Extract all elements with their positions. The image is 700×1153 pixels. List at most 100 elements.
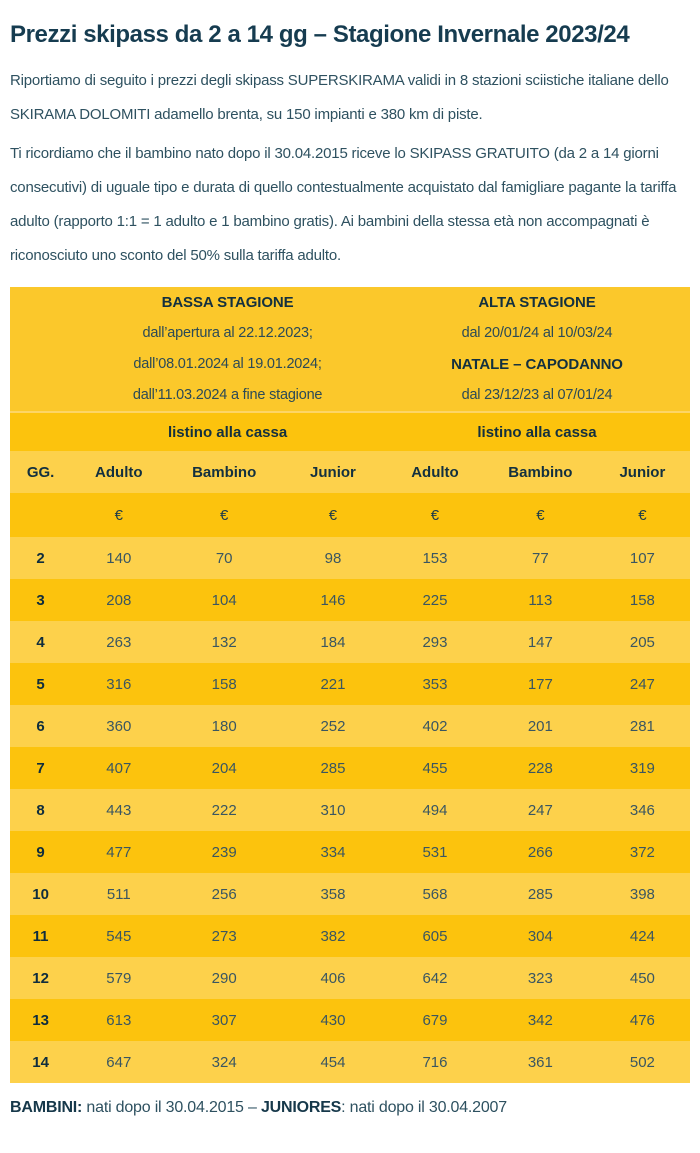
gg-cell: 10: [10, 873, 72, 915]
low-season-title: BASSA STAGIONE: [161, 294, 294, 311]
price-cell: 132: [166, 621, 282, 663]
high-season-subtitle: NATALE – CAPODANNO: [451, 356, 623, 373]
price-cell: 424: [594, 915, 690, 957]
currency-symbol: €: [485, 493, 595, 537]
currency-symbol: €: [281, 493, 384, 537]
price-cell: 545: [71, 915, 167, 957]
juniores-label: JUNIORES: [260, 1099, 342, 1116]
gg-cell: 6: [10, 705, 72, 747]
price-cell: 104: [166, 579, 282, 621]
column-header-junior-high: Junior: [594, 451, 690, 493]
price-cell: 77: [485, 537, 595, 579]
price-cell: 285: [485, 873, 595, 915]
price-cell: 406: [281, 957, 384, 999]
price-cell: 221: [281, 663, 384, 705]
price-cell: 290: [166, 957, 282, 999]
price-cell: 113: [485, 579, 595, 621]
price-cell: 716: [383, 1041, 486, 1083]
price-cell: 454: [281, 1041, 384, 1083]
table-row: 3 208 104 146 225 113 158: [10, 579, 690, 621]
page-title: Prezzi skipass da 2 a 14 gg – Stagione I…: [10, 21, 630, 48]
page: Prezzi skipass da 2 a 14 gg – Stagione I…: [0, 20, 700, 1147]
price-cell: 402: [383, 705, 486, 747]
table-row: 10 511 256 358 568 285 398: [10, 873, 690, 915]
price-cell: 316: [71, 663, 167, 705]
gg-cell: 11: [10, 915, 72, 957]
price-cell: 70: [166, 537, 282, 579]
price-cell: 140: [71, 537, 167, 579]
price-cell: 382: [281, 915, 384, 957]
age-footnote: BAMBINI: nati dopo il 30.04.2015 – JUNIO…: [10, 1099, 690, 1117]
price-cell: 605: [383, 915, 486, 957]
price-cell: 319: [594, 747, 690, 789]
price-cell: 450: [594, 957, 690, 999]
listino-label-low: listino alla cassa: [71, 411, 384, 451]
price-cell: 361: [485, 1041, 595, 1083]
price-cell: 579: [71, 957, 167, 999]
table-row: 6 360 180 252 402 201 281: [10, 705, 690, 747]
price-cell: 398: [594, 873, 690, 915]
note-paragraph: Ti ricordiamo che il bambino nato dopo i…: [10, 145, 677, 264]
price-cell: 252: [281, 705, 384, 747]
table-row: 12 579 290 406 642 323 450: [10, 957, 690, 999]
price-cell: 266: [485, 831, 595, 873]
listino-empty-cell: [10, 411, 72, 451]
price-cell: 476: [594, 999, 690, 1041]
price-cell: 247: [485, 789, 595, 831]
price-cell: 647: [71, 1041, 167, 1083]
table-row: 5 316 158 221 353 177 247: [10, 663, 690, 705]
price-cell: 443: [71, 789, 167, 831]
table-row: 2 140 70 98 153 77 107: [10, 537, 690, 579]
column-header-adulto-low: Adulto: [71, 451, 167, 493]
price-cell: 239: [166, 831, 282, 873]
currency-symbol: €: [166, 493, 282, 537]
price-cell: 642: [383, 957, 486, 999]
high-season-period-1: dal 20/01/24 al 10/03/24: [461, 325, 613, 341]
currency-row: € € € € € €: [10, 493, 690, 537]
price-cell: 247: [594, 663, 690, 705]
gg-cell: 14: [10, 1041, 72, 1083]
price-cell: 281: [594, 705, 690, 747]
table-row: 11 545 273 382 605 304 424: [10, 915, 690, 957]
price-cell: 177: [485, 663, 595, 705]
low-season-period-2: dall’08.01.2024 al 19.01.2024;: [133, 356, 322, 372]
price-cell: 360: [71, 705, 167, 747]
price-cell: 342: [485, 999, 595, 1041]
price-cell: 407: [71, 747, 167, 789]
currency-symbol: €: [594, 493, 690, 537]
column-header-gg: GG.: [10, 451, 72, 493]
price-cell: 98: [281, 537, 384, 579]
price-cell: 568: [383, 873, 486, 915]
intro-paragraph: Riportiamo di seguito i prezzi degli ski…: [10, 72, 669, 123]
low-season-header: BASSA STAGIONE dall’apertura al 22.12.20…: [71, 287, 384, 412]
currency-symbol: €: [383, 493, 486, 537]
currency-symbol: €: [71, 493, 167, 537]
price-cell: 613: [71, 999, 167, 1041]
high-season-period-2: dal 23/12/23 al 07/01/24: [461, 387, 613, 403]
price-cell: 679: [383, 999, 486, 1041]
gg-cell: 13: [10, 999, 72, 1041]
gg-cell: 7: [10, 747, 72, 789]
price-cell: 107: [594, 537, 690, 579]
price-cell: 455: [383, 747, 486, 789]
price-cell: 158: [166, 663, 282, 705]
price-table: BASSA STAGIONE dall’apertura al 22.12.20…: [10, 287, 690, 1083]
price-cell: 324: [166, 1041, 282, 1083]
column-header-bambino-low: Bambino: [166, 451, 282, 493]
gg-cell: 12: [10, 957, 72, 999]
price-cell: 477: [71, 831, 167, 873]
price-cell: 146: [281, 579, 384, 621]
bambini-label: BAMBINI:: [10, 1099, 83, 1116]
price-cell: 263: [71, 621, 167, 663]
price-cell: 304: [485, 915, 595, 957]
price-cell: 358: [281, 873, 384, 915]
price-cell: 184: [281, 621, 384, 663]
price-cell: 201: [485, 705, 595, 747]
gg-cell: 4: [10, 621, 72, 663]
price-cell: 430: [281, 999, 384, 1041]
currency-empty-cell: [10, 493, 72, 537]
column-header-adulto-high: Adulto: [383, 451, 486, 493]
price-cell: 228: [485, 747, 595, 789]
price-table-body: 2 140 70 98 153 77 107 3 208 104 146 225 113 158 4 263 1…: [10, 537, 690, 1083]
price-cell: 225: [383, 579, 486, 621]
